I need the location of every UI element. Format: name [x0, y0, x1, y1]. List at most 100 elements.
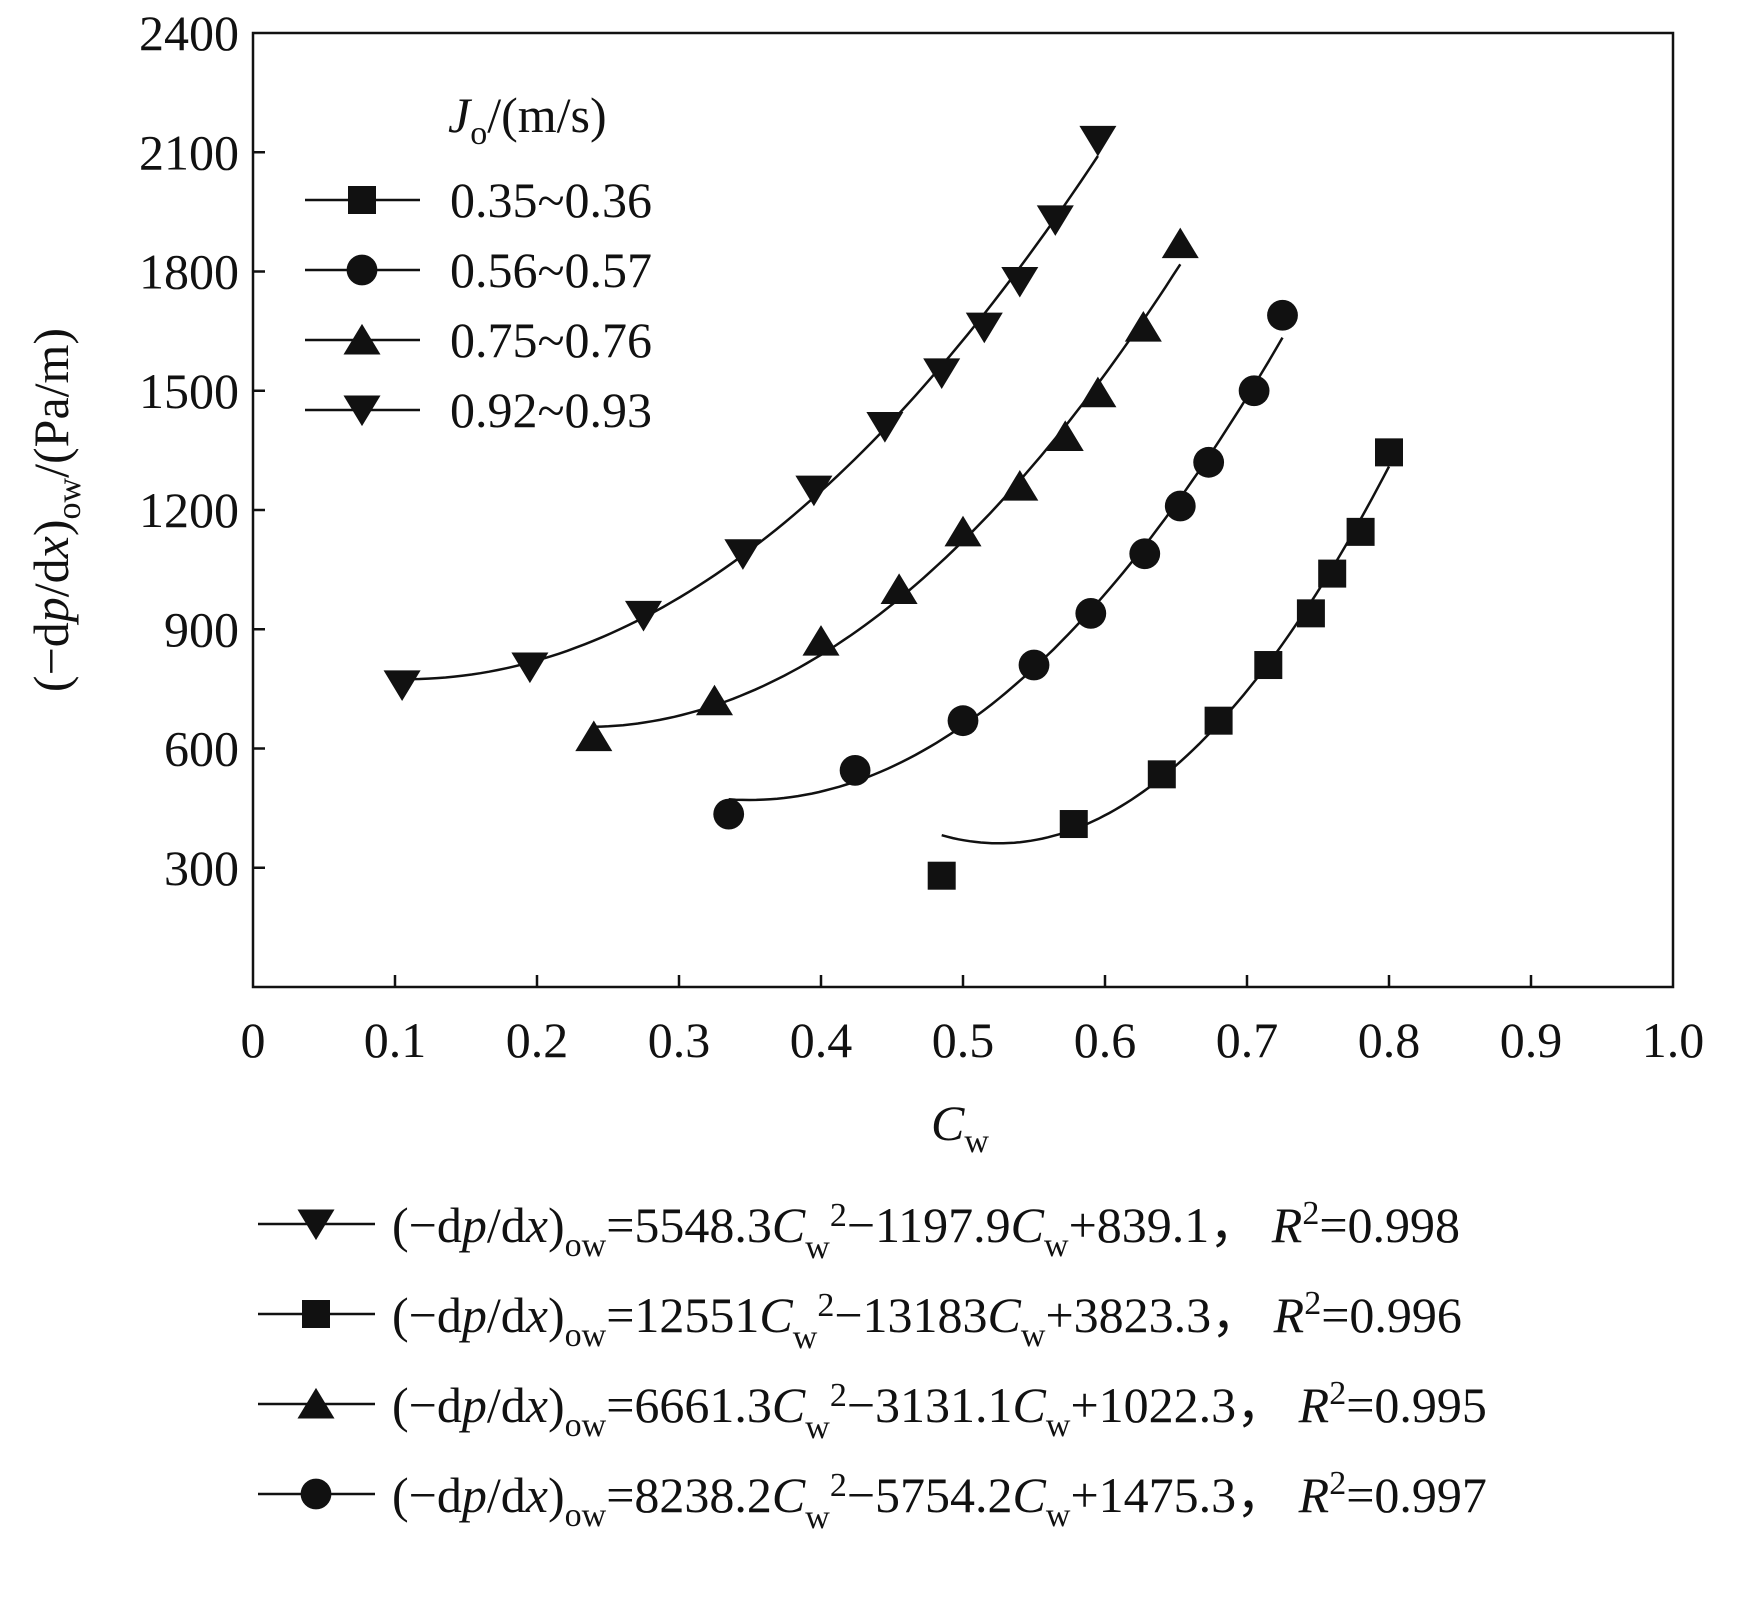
eq-coef: =8238.2	[606, 1467, 772, 1523]
data-point	[944, 515, 982, 547]
eq-var: C	[772, 1467, 806, 1523]
y-tick-label: 2400	[139, 5, 239, 61]
eq-sup: 2	[830, 1377, 847, 1414]
eq-sub: ow	[565, 1227, 607, 1264]
eq-var: C	[1013, 1467, 1047, 1523]
equation-text: (−dp/dx)ow=5548.3Cw2−1197.9Cw+839.1， R2=…	[392, 1195, 1460, 1266]
legend-title-main: J	[448, 87, 473, 143]
legend-label: 0.35~0.36	[450, 172, 652, 228]
series-line	[593, 263, 1182, 729]
data-point	[1296, 599, 1325, 628]
eq-part: (−d	[392, 1287, 462, 1343]
eq-part: p	[459, 1287, 487, 1343]
eq-coef: −5754.2	[847, 1467, 1013, 1523]
data-point	[839, 754, 871, 786]
y-tick-label: 2100	[139, 124, 239, 180]
eq-var: R	[1298, 1467, 1330, 1523]
x-tick-label: 0.8	[1358, 1012, 1421, 1068]
data-point	[713, 798, 745, 830]
data-point	[1001, 470, 1039, 501]
x-axis-label: Cw	[931, 1095, 989, 1160]
eq-part: /d	[487, 1467, 526, 1523]
data-point	[927, 861, 956, 890]
data-point	[1001, 266, 1039, 298]
y-tick-label: 300	[164, 840, 239, 896]
eq-coef: −3131.1	[847, 1377, 1013, 1433]
legend-marker	[348, 186, 376, 214]
chart-legend: Jo/(m/s) 0.35~0.36 0.56~0.57 0.75~0.76 0.92~…	[305, 87, 652, 438]
chart-series	[383, 125, 1403, 890]
eq-coef: =12551	[606, 1287, 759, 1343]
legend-title: Jo/(m/s)	[448, 87, 607, 152]
y-label-part: /(Pa/m)	[23, 328, 79, 478]
equation-marker	[302, 1300, 330, 1328]
data-point	[1046, 420, 1084, 451]
eq-space	[1261, 1287, 1274, 1343]
legend-marker	[343, 323, 381, 355]
eq-part: x	[525, 1377, 548, 1433]
data-point	[1059, 810, 1088, 839]
eq-sup: 2	[1329, 1465, 1346, 1502]
eq-part: )	[548, 1467, 565, 1523]
data-point	[1147, 760, 1176, 789]
eq-r2: =0.998	[1319, 1197, 1460, 1253]
eq-sup: 2	[1329, 1375, 1346, 1412]
eq-coef: =6661.3	[606, 1377, 772, 1433]
data-point	[724, 539, 762, 570]
data-point	[511, 652, 549, 684]
x-tick-label: 0.3	[648, 1012, 711, 1068]
eq-var: C	[1013, 1377, 1047, 1433]
y-label-part: (−d	[23, 622, 79, 692]
x-tick-label: 0.6	[1074, 1012, 1137, 1068]
eq-sub: w	[805, 1229, 830, 1266]
x-tick-label: 1.0	[1642, 1012, 1705, 1068]
eq-coef: −1197.9	[847, 1197, 1011, 1253]
fit-equations: (−dp/dx)ow=5548.3Cw2−1197.9Cw+839.1， R2=…	[258, 1195, 1487, 1536]
x-tick-label: 0	[241, 1012, 266, 1068]
data-point	[923, 358, 961, 389]
series-line	[728, 336, 1284, 802]
y-tick-label: 600	[164, 721, 239, 777]
data-point	[1375, 438, 1403, 467]
equation-marker	[297, 1387, 335, 1419]
eq-r2: =0.997	[1346, 1467, 1487, 1523]
eq-part: p	[459, 1467, 487, 1523]
eq-part: p	[459, 1377, 487, 1433]
data-point	[947, 705, 979, 737]
y-tick-label: 900	[164, 601, 239, 657]
data-point	[575, 720, 613, 752]
eq-var: C	[759, 1287, 793, 1343]
eq-part: x	[525, 1197, 548, 1253]
data-point	[1124, 311, 1162, 342]
data-point	[695, 684, 734, 716]
x-axis-label-main: C	[931, 1095, 965, 1151]
legend-marker	[346, 254, 378, 286]
legend-label: 0.75~0.76	[450, 312, 652, 368]
x-tick-label: 0.2	[506, 1012, 569, 1068]
eq-var: R	[1271, 1197, 1303, 1253]
equation-text: (−dp/dx)ow=6661.3Cw2−3131.1Cw+1022.3， R2…	[392, 1375, 1487, 1446]
series-circle	[713, 299, 1298, 830]
eq-part: (−d	[392, 1197, 462, 1253]
eq-var: C	[988, 1287, 1022, 1343]
eq-part: x	[525, 1287, 548, 1343]
data-point	[1036, 205, 1074, 236]
eq-space	[1286, 1377, 1299, 1433]
legend-label: 0.56~0.57	[450, 242, 652, 298]
x-tick-label: 0.5	[932, 1012, 995, 1068]
eq-sub: w	[793, 1319, 818, 1356]
data-point	[1164, 490, 1196, 522]
eq-sub: w	[1021, 1317, 1046, 1354]
x-tick-label: 0.7	[1216, 1012, 1279, 1068]
eq-var: C	[772, 1197, 806, 1253]
eq-var: C	[772, 1377, 806, 1433]
series-square	[927, 438, 1403, 890]
eq-sub: w	[1046, 1497, 1071, 1534]
eq-sup: 2	[1302, 1195, 1319, 1232]
eq-sub: w	[805, 1409, 830, 1446]
eq-r2: =0.996	[1321, 1287, 1462, 1343]
eq-var: R	[1298, 1377, 1330, 1433]
x-tick-label: 0.1	[364, 1012, 427, 1068]
eq-sub: ow	[565, 1317, 607, 1354]
